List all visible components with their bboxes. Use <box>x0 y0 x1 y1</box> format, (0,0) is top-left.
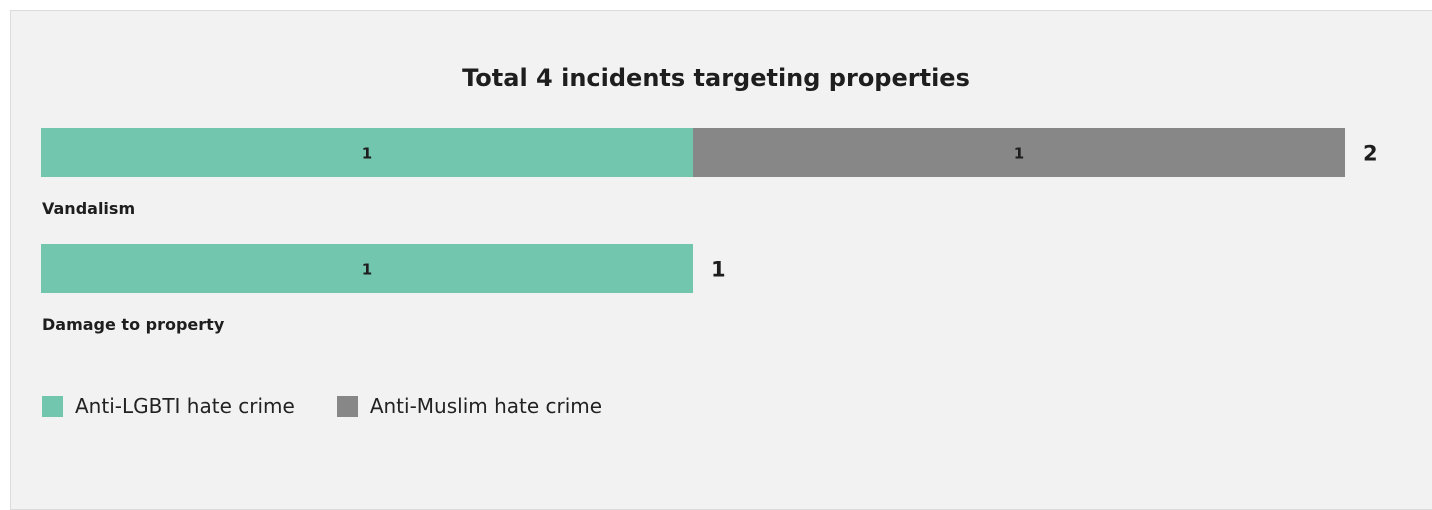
bar-segment[interactable] <box>41 244 693 293</box>
bar-segment[interactable] <box>41 128 693 177</box>
bar-total-label: 1 <box>711 258 726 282</box>
legend-item-anti-muslim[interactable]: Anti-Muslim hate crime <box>336 394 603 418</box>
bar-data-label: 1 <box>362 145 372 163</box>
legend-swatch-anti-muslim <box>336 395 358 417</box>
category-label: Vandalism <box>42 199 135 218</box>
bar-data-label: 1 <box>362 261 372 279</box>
bar-data-label: 1 <box>1014 145 1024 163</box>
bar-segment[interactable] <box>693 128 1345 177</box>
legend-swatch-anti-lgbti <box>42 395 63 417</box>
legend-label-anti-lgbti: Anti-LGBTI hate crime <box>75 394 295 418</box>
bar-chart: 1 1 2 Vandalism 1 1 Damage to property <box>41 128 1378 334</box>
legend-item-anti-lgbti[interactable]: Anti-LGBTI hate crime <box>42 394 295 418</box>
chart-legend: Anti-LGBTI hate crime Anti-Muslim hate c… <box>42 394 644 418</box>
category-label: Damage to property <box>42 315 225 334</box>
bar-total-label: 2 <box>1363 142 1378 166</box>
chart-title: Total 4 incidents targeting properties <box>462 64 970 92</box>
legend-label-anti-muslim: Anti-Muslim hate crime <box>369 394 603 418</box>
